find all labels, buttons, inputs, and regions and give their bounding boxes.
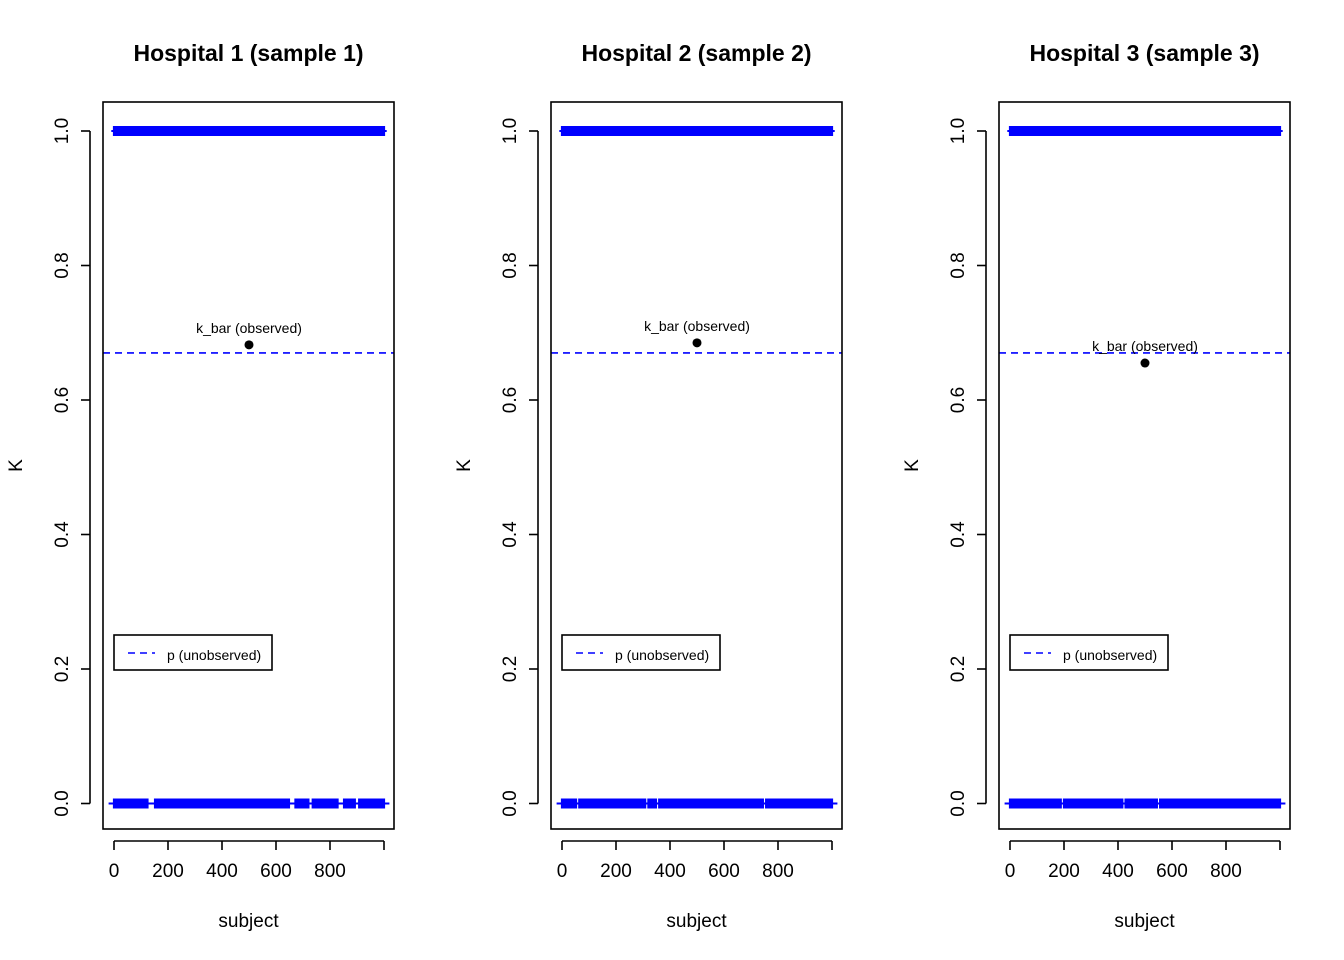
x-axis-label: subject <box>666 911 727 932</box>
y-tick-label: 0.0 <box>500 790 521 816</box>
y-tick-label: 0.4 <box>948 521 969 548</box>
x-tick-label: 200 <box>600 861 632 882</box>
x-axis-label: subject <box>218 911 279 932</box>
rug-zeros <box>108 798 390 809</box>
y-tick-label: 0.4 <box>500 521 521 548</box>
chart-title: Hospital 3 (sample 3) <box>1029 40 1259 66</box>
y-axis: 0.0 0.2 0.4 0.6 0.8 1.0 K <box>454 118 539 817</box>
x-axis: 0 200 400 600 800 subject <box>109 840 385 932</box>
y-tick-label: 1.0 <box>52 118 73 144</box>
rug-ones <box>1007 126 1283 136</box>
x-tick-label: 600 <box>260 861 292 882</box>
y-tick-label: 0.8 <box>500 252 521 278</box>
y-tick-label: 0.2 <box>500 656 521 682</box>
rug-zeros <box>556 798 838 809</box>
legend-label: p (unobserved) <box>167 647 261 663</box>
plot-frame <box>998 101 1291 830</box>
x-tick-label: 400 <box>1102 861 1134 882</box>
x-tick-label: 800 <box>1210 861 1242 882</box>
legend-label: p (unobserved) <box>1063 647 1157 663</box>
y-tick-label: 0.8 <box>52 252 73 278</box>
legend-label: p (unobserved) <box>615 647 709 663</box>
y-axis-label: K <box>902 459 923 472</box>
y-tick-label: 1.0 <box>948 118 969 144</box>
x-tick-label: 400 <box>654 861 686 882</box>
x-tick-label: 600 <box>708 861 740 882</box>
x-tick-label: 800 <box>314 861 346 882</box>
y-tick-label: 0.6 <box>52 387 73 413</box>
k-bar-label: k_bar (observed) <box>196 320 302 336</box>
chart-title: Hospital 1 (sample 1) <box>133 40 363 66</box>
legend: p (unobserved) <box>1009 634 1169 671</box>
legend: p (unobserved) <box>113 634 273 671</box>
x-axis: 0 200 400 600 800 subject <box>1005 840 1281 932</box>
chart-panel-3: Hospital 3 (sample 3) k_bar (observed) p (… <box>902 40 1291 932</box>
x-tick-label: 0 <box>557 861 568 882</box>
x-tick-label: 0 <box>1005 861 1016 882</box>
rug-ones <box>111 126 387 136</box>
y-tick-label: 0.8 <box>948 252 969 278</box>
chart-panel-2: Hospital 2 (sample 2) k_bar (observed) p (… <box>454 40 843 932</box>
chart-panel-1: Hospital 1 (sample 1) k_bar (observed) p (… <box>6 40 395 932</box>
x-tick-label: 400 <box>206 861 238 882</box>
x-tick-label: 0 <box>109 861 120 882</box>
y-tick-label: 0.0 <box>948 790 969 816</box>
k-bar-point <box>692 338 702 348</box>
x-tick-label: 200 <box>152 861 184 882</box>
y-tick-label: 0.4 <box>52 521 73 548</box>
legend: p (unobserved) <box>561 634 721 671</box>
y-axis: 0.0 0.2 0.4 0.6 0.8 1.0 K <box>6 118 91 817</box>
y-tick-label: 0.2 <box>52 656 73 682</box>
x-axis: 0 200 400 600 800 subject <box>557 840 833 932</box>
y-tick-label: 1.0 <box>500 118 521 144</box>
y-axis-label: K <box>454 459 475 472</box>
k-bar-point <box>1140 358 1150 368</box>
k-bar-point <box>244 340 254 350</box>
x-axis-label: subject <box>1114 911 1175 932</box>
plot-frame <box>102 101 395 830</box>
k-bar-label: k_bar (observed) <box>1092 338 1198 354</box>
y-tick-label: 0.6 <box>948 387 969 413</box>
y-axis-label: K <box>6 459 27 472</box>
rug-zeros <box>1004 798 1286 809</box>
x-tick-label: 800 <box>762 861 794 882</box>
y-tick-label: 0.6 <box>500 387 521 413</box>
y-tick-label: 0.2 <box>948 656 969 682</box>
plot-frame <box>550 101 843 830</box>
x-tick-label: 600 <box>1156 861 1188 882</box>
x-tick-label: 200 <box>1048 861 1080 882</box>
y-axis: 0.0 0.2 0.4 0.6 0.8 1.0 K <box>902 118 987 817</box>
chart-title: Hospital 2 (sample 2) <box>581 40 811 66</box>
rug-ones <box>559 126 835 136</box>
k-bar-label: k_bar (observed) <box>644 318 750 334</box>
y-tick-label: 0.0 <box>52 790 73 816</box>
